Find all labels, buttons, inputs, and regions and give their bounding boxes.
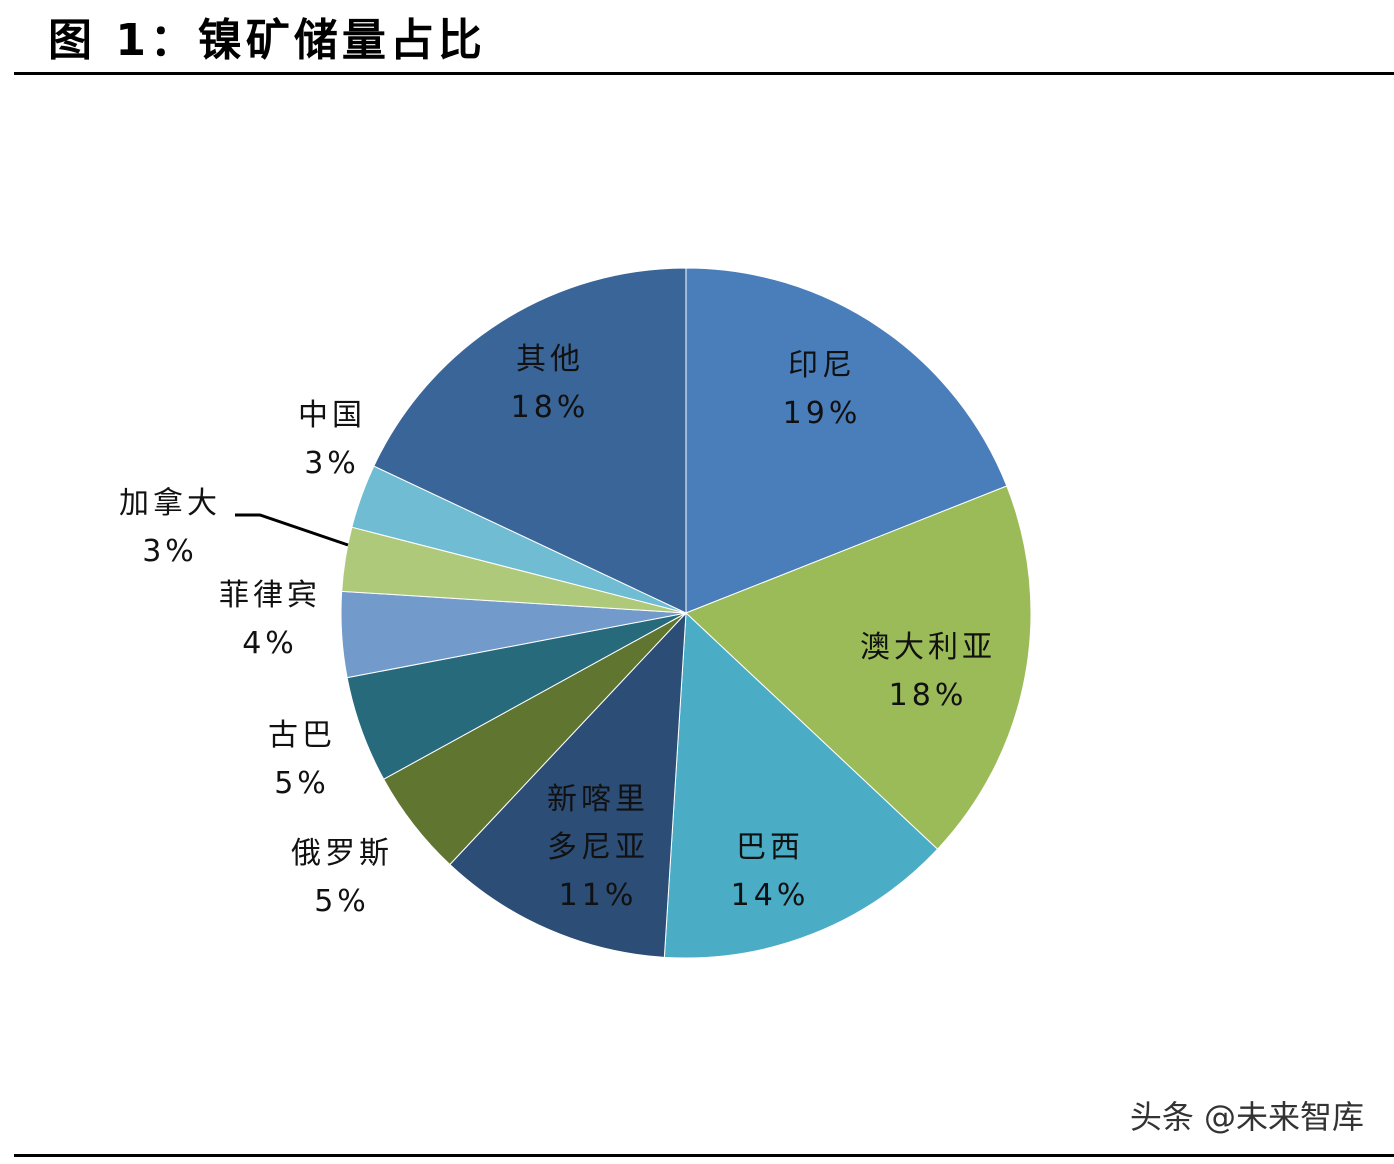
- pie-slice: [373, 267, 687, 614]
- pie-slice: [685, 267, 1008, 614]
- value-label: 11%: [558, 878, 638, 913]
- slice-label: 俄罗斯 5%: [291, 830, 393, 926]
- category-label: 中国: [298, 398, 366, 433]
- value-label: 14%: [730, 878, 810, 913]
- pie-slice: [449, 611, 687, 958]
- value-label: 5%: [314, 884, 370, 919]
- slice-label: 印尼 19%: [783, 342, 862, 438]
- slice-label: 澳大利亚 18%: [860, 624, 996, 720]
- category-label: 其他: [516, 342, 584, 377]
- category-label: 印尼: [788, 348, 856, 383]
- category-label: 古巴: [268, 718, 336, 753]
- value-label: 18%: [510, 390, 590, 425]
- slice-label: 巴西 14%: [731, 824, 810, 920]
- slice-label: 其他 18%: [511, 336, 590, 432]
- category-label: 菲律宾: [219, 578, 321, 613]
- slice-label: 中国 3%: [298, 392, 366, 488]
- category-label: 新喀里多尼亚: [547, 782, 649, 865]
- top-rule: [14, 72, 1394, 75]
- value-label: 19%: [782, 396, 862, 431]
- category-label: 俄罗斯: [291, 836, 393, 871]
- value-label: 3%: [304, 446, 360, 481]
- value-label: 5%: [274, 766, 330, 801]
- slice-label: 加拿大 3%: [119, 480, 221, 576]
- chart-title: 图 1：镍矿储量占比: [48, 15, 486, 66]
- category-label: 澳大利亚: [860, 630, 996, 665]
- bottom-rule: [14, 1154, 1394, 1157]
- category-label: 加拿大: [119, 486, 221, 521]
- slice-label: 古巴 5%: [268, 712, 336, 808]
- value-label: 3%: [142, 534, 198, 569]
- slice-label: 新喀里多尼亚 11%: [542, 776, 654, 920]
- leader-line: [235, 513, 349, 547]
- category-label: 巴西: [736, 830, 804, 865]
- slice-label: 菲律宾 4%: [219, 572, 321, 668]
- value-label: 18%: [888, 678, 968, 713]
- pie-slice: [663, 611, 939, 959]
- pie-slice: [685, 485, 1032, 850]
- watermark: 头条 @未来智库: [1129, 1098, 1364, 1136]
- value-label: 4%: [242, 626, 298, 661]
